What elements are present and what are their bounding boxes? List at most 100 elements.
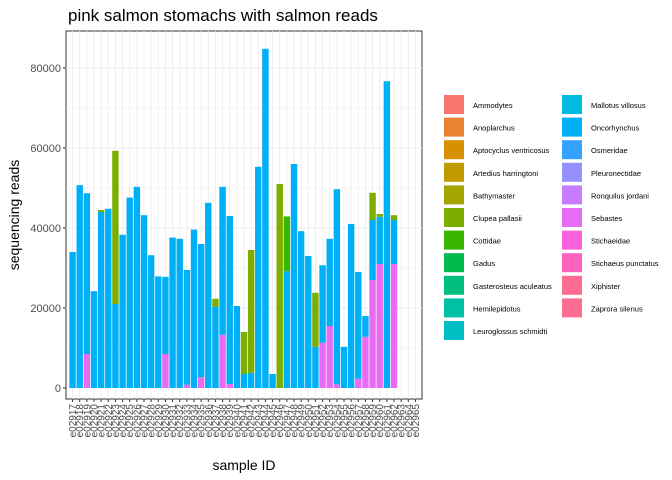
bar-segment-oncorhynchus xyxy=(283,271,291,388)
legend-label: Ronquilus jordani xyxy=(591,191,649,200)
legend-label: Mallotus villosus xyxy=(591,101,646,110)
legend-label: Pleuronectidae xyxy=(591,169,641,178)
bar-segment-oncorhynchus xyxy=(90,291,98,388)
legend-key xyxy=(562,95,582,114)
y-tick-label: 0 xyxy=(55,383,61,395)
bar-segment-oncorhynchus xyxy=(190,229,198,388)
x-tick-label: e02925 xyxy=(125,404,136,438)
x-tick-label: e02929 xyxy=(154,404,165,438)
x-tick-label: e02931 xyxy=(168,404,179,438)
bar-segment-clupea-pallasii xyxy=(390,215,398,220)
x-tick-label: e02947 xyxy=(282,404,293,438)
x-tick-label: e02924 xyxy=(118,404,129,438)
bar-segment-oncorhynchus xyxy=(155,276,162,388)
bar-segment-clupea-pallasii xyxy=(97,210,105,212)
legend-label: Clupea pallasii xyxy=(473,214,522,223)
bar-segment-oncorhynchus xyxy=(297,231,305,388)
bar-segment-sebastes xyxy=(162,354,169,388)
legend-key xyxy=(444,321,464,340)
bar-segment-sebastes xyxy=(83,354,91,388)
legend-label: Stichaeidae xyxy=(591,237,630,246)
x-tick-label: e02954 xyxy=(332,404,343,438)
legend-key xyxy=(562,140,582,160)
x-tick-label: e02952 xyxy=(318,404,329,438)
bar-segment-oncorhynchus xyxy=(347,224,355,388)
x-tick-label: e02962 xyxy=(390,404,401,438)
y-tick-label: 40000 xyxy=(30,223,61,235)
bar-segment-oncorhynchus xyxy=(326,238,333,326)
bar-segment-oncorhynchus xyxy=(247,372,255,388)
x-tick-label: e02938 xyxy=(218,404,229,438)
legend-key xyxy=(562,253,582,273)
x-tick-label: e02930 xyxy=(161,404,172,438)
legend-label: Anoplarchus xyxy=(473,124,515,133)
bar-segment-oncorhynchus xyxy=(112,304,119,388)
legend-key xyxy=(444,208,464,227)
bar-segment-oncorhynchus xyxy=(183,270,191,385)
y-tick-label: 20000 xyxy=(30,303,61,315)
bar-segment-sebastes xyxy=(390,264,398,388)
bar-segment-oncorhynchus xyxy=(262,48,269,389)
x-axis: e02917e02918e02919e02920e02921e02922e029… xyxy=(68,399,422,437)
legend-key xyxy=(444,230,464,250)
bar-segment-oncorhynchus xyxy=(390,220,398,264)
bar-segment-clupea-pallasii xyxy=(369,192,376,220)
bar-segment-oncorhynchus xyxy=(226,216,233,384)
legend-label: Ammodytes xyxy=(473,101,513,110)
bar-segment-oncorhynchus xyxy=(212,306,219,388)
legend-key xyxy=(444,140,464,160)
x-tick-label: e02964 xyxy=(404,404,415,438)
chart-title: pink salmon stomachs with salmon reads xyxy=(68,6,378,25)
bar-segment-clupea-pallasii xyxy=(312,292,319,347)
legend-key xyxy=(562,185,582,205)
legend-key xyxy=(562,117,582,137)
bar-segment-oncorhynchus xyxy=(147,255,155,388)
x-tick-label: e02933 xyxy=(182,404,193,438)
bar-segment-oncorhynchus xyxy=(376,216,383,264)
bar-segment-oncorhynchus xyxy=(312,346,319,388)
bar-segment-oncorhynchus xyxy=(76,185,83,388)
bar-segment-oncorhynchus xyxy=(240,374,248,388)
x-tick-label: e02934 xyxy=(190,404,201,438)
x-tick-label: e02943 xyxy=(254,404,265,438)
x-tick-label: e02936 xyxy=(204,404,215,438)
legend-label: Sebastes xyxy=(591,214,623,223)
bar-segment-oncorhynchus xyxy=(105,208,112,388)
bar-segment-sebastes xyxy=(183,384,191,388)
legend-label: Zaprora silenus xyxy=(591,304,643,313)
x-tick-label: e02922 xyxy=(104,404,115,438)
legend-label: Oncorhynchus xyxy=(591,124,640,133)
x-tick-label: e02958 xyxy=(361,404,372,438)
x-tick-label: e02937 xyxy=(211,404,222,438)
bar-segment-oncorhynchus xyxy=(269,374,276,388)
legend-label: Aptocyclus ventricosus xyxy=(473,146,550,155)
bar-segment-oncorhynchus xyxy=(97,212,105,388)
bar-segment-clupea-pallasii xyxy=(247,250,255,373)
legend-key xyxy=(444,253,464,273)
bar-segment-sebastes xyxy=(376,264,383,388)
legend-label: Cottidae xyxy=(473,237,501,246)
bar-segment-sebastes xyxy=(333,384,341,388)
x-tick-label: e02961 xyxy=(382,404,393,438)
bar-segment-oncorhynchus xyxy=(355,272,362,379)
bar-segment-oncorhynchus xyxy=(305,256,312,388)
x-tick-label: e02919 xyxy=(82,404,93,438)
x-tick-label: e02932 xyxy=(175,404,186,438)
x-tick-label: e02926 xyxy=(132,404,143,438)
x-tick-label: e02920 xyxy=(90,404,101,438)
legend-key xyxy=(562,162,582,182)
x-tick-label: e02944 xyxy=(261,404,272,438)
bar-segment-clupea-pallasii xyxy=(212,298,219,307)
legend-key xyxy=(562,298,582,318)
x-tick-label: e02957 xyxy=(354,404,365,438)
x-tick-label: e02948 xyxy=(290,404,301,438)
legend-label: Stichaeus punctatus xyxy=(591,259,659,268)
x-tick-label: e02951 xyxy=(311,404,322,438)
legend-key xyxy=(562,275,582,295)
x-tick-label: e02965 xyxy=(411,404,422,438)
bar-segment-oncorhynchus xyxy=(205,202,212,388)
x-tick-label: e02921 xyxy=(97,404,108,438)
bar-segment-clupea-pallasii xyxy=(376,214,383,217)
bar-segment-oncorhynchus xyxy=(340,346,348,388)
bar-segment-oncorhynchus xyxy=(319,265,326,343)
